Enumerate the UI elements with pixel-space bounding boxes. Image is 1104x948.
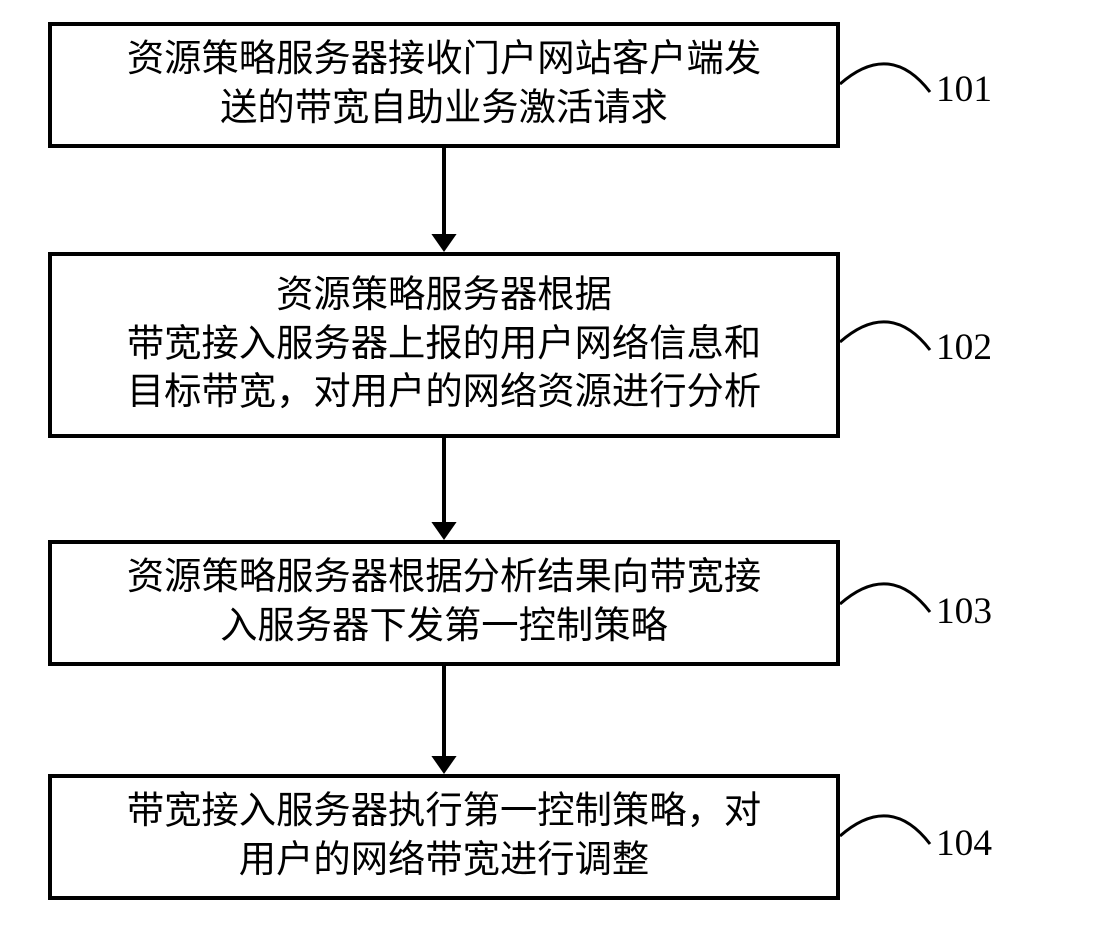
flow-node-text-line: 资源策略服务器根据分析结果向带宽接 — [127, 554, 761, 603]
callout-label: 104 — [936, 822, 992, 865]
flowchart-container: 资源策略服务器接收门户网站客户端发送的带宽自助业务激活请求 101 资源策略服务器根… — [0, 0, 1104, 948]
callout-label: 101 — [936, 68, 992, 111]
flow-node-n2: 资源策略服务器根据带宽接入服务器上报的用户网络信息和目标带宽，对用户的网络资源进… — [48, 252, 840, 438]
callout-label: 103 — [936, 590, 992, 633]
flow-node-text-line: 资源策略服务器根据 — [276, 272, 612, 321]
flow-node-text-line: 用户的网络带宽进行调整 — [239, 837, 649, 886]
flow-node-text-line: 送的带宽自助业务激活请求 — [220, 85, 668, 134]
flow-node-n3: 资源策略服务器根据分析结果向带宽接入服务器下发第一控制策略 — [48, 540, 840, 666]
flow-node-n1: 资源策略服务器接收门户网站客户端发送的带宽自助业务激活请求 — [48, 22, 840, 148]
flow-node-text-line: 资源策略服务器接收门户网站客户端发 — [127, 36, 761, 85]
flow-node-n4: 带宽接入服务器执行第一控制策略，对用户的网络带宽进行调整 — [48, 774, 840, 900]
callout-label: 102 — [936, 326, 992, 369]
flow-node-text-line: 带宽接入服务器上报的用户网络信息和 — [127, 321, 761, 370]
flow-node-text-line: 目标带宽，对用户的网络资源进行分析 — [127, 369, 761, 418]
flow-node-text-line: 入服务器下发第一控制策略 — [220, 603, 668, 652]
flow-node-text-line: 带宽接入服务器执行第一控制策略，对 — [127, 788, 761, 837]
